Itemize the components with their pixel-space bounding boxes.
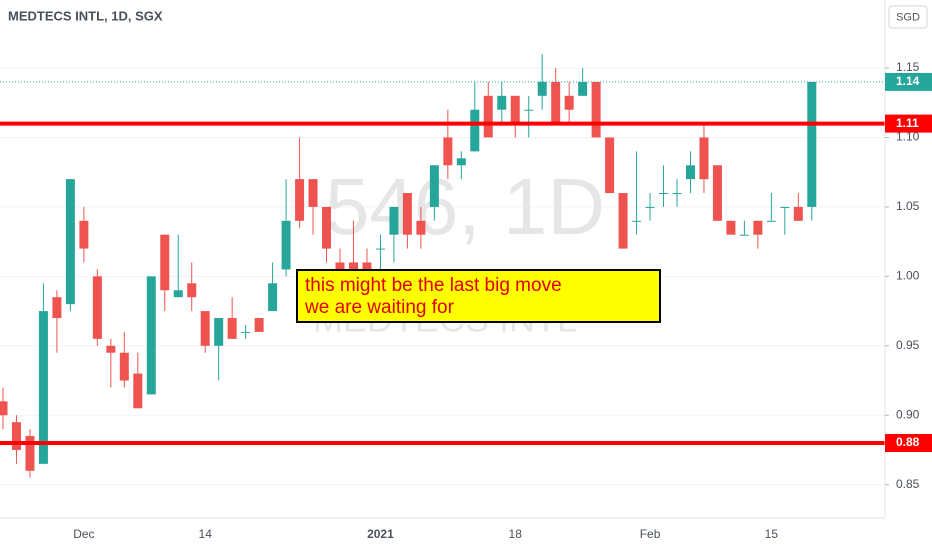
candle-body xyxy=(443,137,453,166)
candle-body xyxy=(25,436,35,471)
watermark: 546, 1D xyxy=(325,162,605,251)
candle-body xyxy=(793,206,803,221)
annotation-line: this might be the last big move xyxy=(305,275,562,296)
candle-body xyxy=(214,318,224,346)
candle-body xyxy=(739,234,749,236)
candle-body xyxy=(537,81,547,96)
candle-body xyxy=(106,345,116,353)
annotation-line: we are waiting for xyxy=(304,297,455,318)
candle-body xyxy=(241,331,251,333)
candle-body xyxy=(685,165,695,180)
candle-body xyxy=(726,220,736,235)
candle-body xyxy=(133,373,143,409)
candle-body xyxy=(645,206,655,208)
hline-label: 1.11 xyxy=(896,116,919,130)
candle-body xyxy=(227,318,237,339)
candle-body xyxy=(416,220,426,235)
candle-body xyxy=(605,137,615,194)
candle-body xyxy=(497,95,507,110)
hline-label: 0.88 xyxy=(896,435,920,449)
candle-body xyxy=(0,401,8,416)
candle-body xyxy=(712,165,722,221)
axis: 0.85 0.90 0.95 1.00 1.05 1.10 1.15 Dec 14 2021 18 F… xyxy=(73,60,932,541)
currency-button[interactable] xyxy=(888,5,928,29)
candle-body xyxy=(780,206,790,208)
currency-label[interactable]: SGD xyxy=(896,11,920,23)
x-tick-label: 15 xyxy=(765,527,779,541)
x-tick-label: 18 xyxy=(509,527,523,541)
last-price-label: 1.14 xyxy=(896,74,920,88)
candle-body xyxy=(308,179,318,207)
candle-body xyxy=(268,283,278,312)
hline-tag xyxy=(885,434,932,453)
candle-body xyxy=(510,95,520,124)
candle-body xyxy=(389,206,399,235)
candle-body xyxy=(402,193,412,235)
candle-body xyxy=(807,81,817,207)
candle-body xyxy=(470,109,480,152)
candle-body xyxy=(146,276,156,395)
candle-body xyxy=(173,290,183,298)
annotation-box xyxy=(296,269,661,323)
y-tick-label: 0.95 xyxy=(896,338,920,352)
y-tick-label: 1.15 xyxy=(896,60,920,74)
x-tick-label: 2021 xyxy=(367,527,394,541)
candle-body xyxy=(65,179,75,305)
y-tick-label: 1.10 xyxy=(896,130,920,144)
last-price-tag xyxy=(885,72,932,91)
candle-body xyxy=(564,95,574,110)
candle-body xyxy=(295,179,305,221)
y-tick-label: 1.00 xyxy=(896,269,920,283)
candle-body xyxy=(375,248,385,250)
candle-body xyxy=(254,318,264,332)
candle-body xyxy=(551,81,561,124)
y-tick-label: 1.05 xyxy=(896,199,920,213)
candle-body xyxy=(119,352,129,381)
candle-body xyxy=(578,81,588,96)
candle-body xyxy=(92,276,102,339)
candle-body xyxy=(659,193,669,195)
candle-body xyxy=(483,95,493,138)
candle-body xyxy=(618,193,628,249)
candle-body xyxy=(524,109,534,111)
candle-body xyxy=(38,311,48,464)
chart-title: MEDTECS INTL, 1D, SGX xyxy=(8,8,163,23)
candle-body xyxy=(322,206,332,249)
candle-body xyxy=(281,220,291,270)
y-tick-label: 0.90 xyxy=(896,407,920,421)
candle-body xyxy=(591,81,601,138)
x-tick-label: Feb xyxy=(640,527,661,541)
candle-body xyxy=(456,158,466,166)
plot xyxy=(0,54,885,478)
x-tick-label: Dec xyxy=(73,527,94,541)
candle-body xyxy=(200,311,210,346)
candle-body xyxy=(699,137,709,180)
x-tick-label: 14 xyxy=(199,527,213,541)
candle-body xyxy=(753,220,763,235)
candle-body xyxy=(52,297,62,319)
hline-tag xyxy=(885,114,932,133)
y-tick-label: 0.85 xyxy=(896,477,920,491)
candle-body xyxy=(632,220,642,222)
candle-body xyxy=(160,234,170,291)
candle-body xyxy=(11,422,21,450)
candle-body xyxy=(429,165,439,207)
candle-body xyxy=(672,193,682,195)
candle-body xyxy=(79,220,89,249)
candle-body xyxy=(187,283,197,298)
candle-body xyxy=(766,220,776,222)
